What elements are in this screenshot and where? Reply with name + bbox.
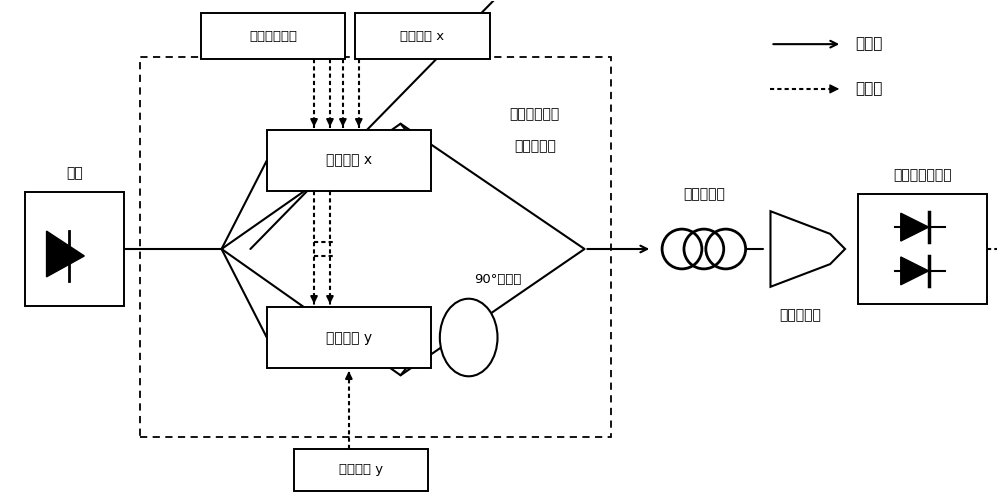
Text: 双偏振双平行: 双偏振双平行 xyxy=(510,107,560,121)
Polygon shape xyxy=(770,211,845,287)
Bar xyxy=(858,194,987,304)
Bar xyxy=(140,57,611,437)
Text: 电光调制器: 电光调制器 xyxy=(514,139,556,153)
Text: 电通路: 电通路 xyxy=(855,81,882,97)
Text: 电光调制 x: 电光调制 x xyxy=(326,153,372,167)
Text: 直流偏置 x: 直流偏置 x xyxy=(400,30,444,43)
Bar xyxy=(201,13,345,59)
Text: 光通路: 光通路 xyxy=(855,37,882,52)
Bar xyxy=(267,129,431,191)
Ellipse shape xyxy=(440,299,498,376)
Polygon shape xyxy=(901,257,929,285)
Bar xyxy=(294,449,428,491)
Text: 电光调制 y: 电光调制 y xyxy=(326,331,372,345)
Polygon shape xyxy=(47,231,84,277)
Bar xyxy=(25,192,124,306)
Text: 偏振分束器: 偏振分束器 xyxy=(779,309,821,323)
Text: 90°旋光器: 90°旋光器 xyxy=(474,273,521,286)
Bar xyxy=(355,13,490,59)
Text: 射频输入单元: 射频输入单元 xyxy=(249,30,297,43)
Text: 平衡光电探测器: 平衡光电探测器 xyxy=(893,168,952,182)
Text: 偏振控制器: 偏振控制器 xyxy=(683,187,725,201)
Polygon shape xyxy=(901,213,929,241)
Text: 直流偏置 y: 直流偏置 y xyxy=(339,463,383,476)
Bar xyxy=(267,307,431,369)
Text: 光源: 光源 xyxy=(66,166,83,180)
